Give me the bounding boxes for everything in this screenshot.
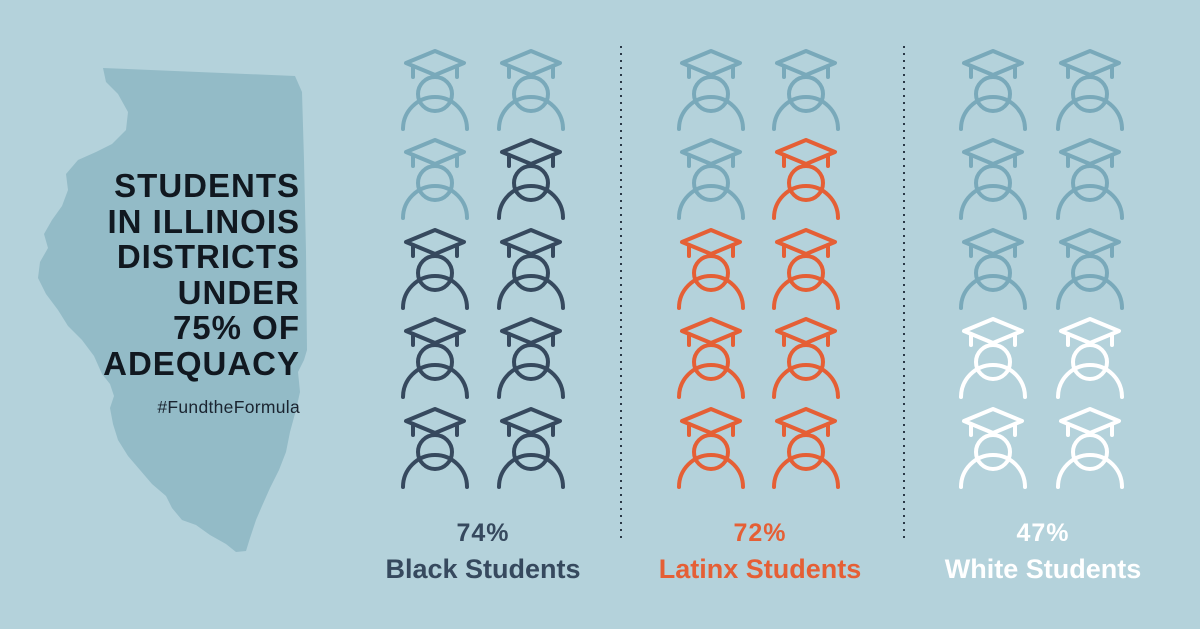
student-icon-latinx [772,228,840,310]
student-icon-latinx [677,138,745,220]
title-line: 75% OF [172,309,300,346]
student-icon-white [959,49,1027,131]
student-icon-black [401,138,469,220]
student-icon-black [401,407,469,489]
student-icon-latinx [772,317,840,399]
student-icon-latinx [772,138,840,220]
student-icon-black [497,317,565,399]
student-icon-black [497,138,565,220]
student-icon-black [497,407,565,489]
title-line: DISTRICTS [116,238,300,275]
student-icon-latinx [677,317,745,399]
group-label-latinx: Latinx Students [659,554,862,584]
student-icon-white [1056,49,1124,131]
student-icon-black [401,317,469,399]
student-icon-latinx [677,49,745,131]
student-icon-white [959,317,1027,399]
student-icon-white [1056,317,1124,399]
title-line: UNDER [177,273,300,311]
pct-label-white: 47% [1016,519,1069,547]
student-icon-latinx [772,407,840,489]
student-icon-white [1056,138,1124,220]
group-label-black: Black Students [385,554,580,584]
illinois-outline [38,68,307,552]
student-icon-white [959,138,1027,220]
pct-label-black: 74% [456,519,509,547]
student-icon-black [401,228,469,310]
student-icon-latinx [677,407,745,489]
student-icon-black [401,49,469,131]
student-icon-white [1056,407,1124,489]
group-label-white: White Students [945,554,1142,584]
student-icon-white [1056,228,1124,310]
student-icon-white [959,407,1027,489]
hashtag: #FundtheFormula [157,397,300,417]
title-line: IN ILLINOIS [107,202,300,240]
student-icon-black [497,49,565,131]
title-line: ADEQUACY [103,344,300,382]
title-block: STUDENTS IN ILLINOIS DISTRICTS UNDER 75%… [70,168,300,418]
student-icon-black [497,228,565,310]
student-icon-latinx [772,49,840,131]
title-line: STUDENTS [114,167,300,204]
student-icon-white [959,228,1027,310]
student-icon-latinx [677,228,745,310]
pct-label-latinx: 72% [733,519,786,547]
